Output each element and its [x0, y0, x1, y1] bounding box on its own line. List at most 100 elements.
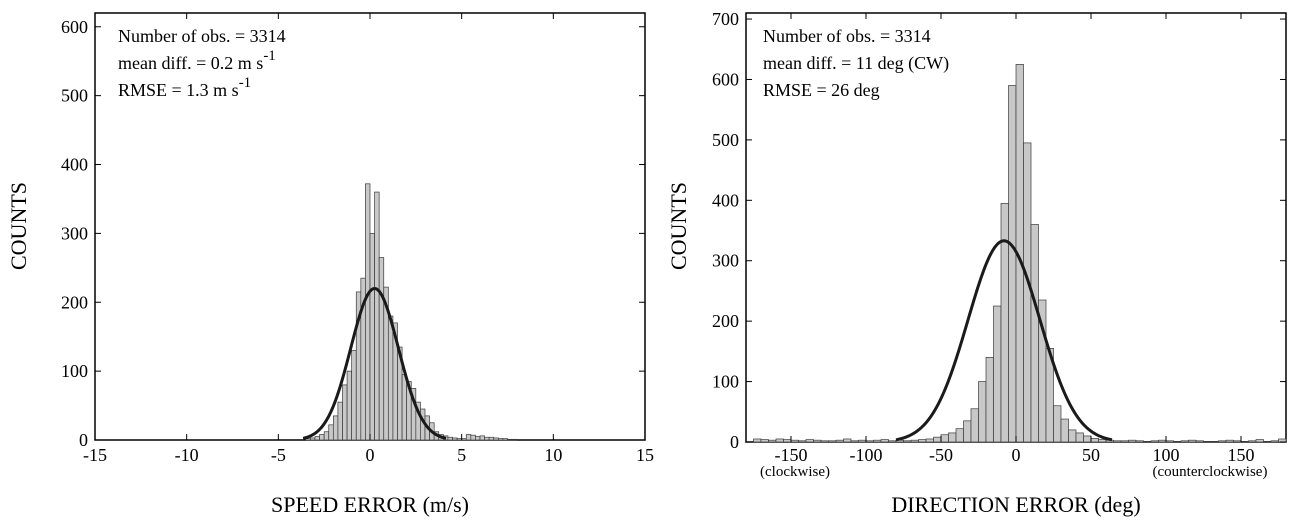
right-histogram-bar	[835, 439, 844, 443]
right-histogram-bar	[1098, 439, 1107, 443]
right-x-axis-label: DIRECTION ERROR (deg)	[891, 492, 1140, 517]
left-histogram-bar	[484, 436, 490, 441]
left-histogram-bar	[314, 436, 320, 441]
left-x-tick-label: 5	[457, 445, 466, 465]
right-histogram-bar	[1255, 439, 1264, 443]
left-histogram-bar	[310, 437, 316, 441]
right-histogram-bar	[910, 439, 919, 443]
right-histogram-bar	[948, 432, 957, 443]
right-histogram-bar	[963, 420, 972, 443]
right-y-tick-label: 700	[712, 9, 739, 29]
left-histogram-bar	[328, 424, 334, 441]
right-histogram-bar	[1113, 440, 1122, 443]
right-histogram-bar	[850, 440, 859, 443]
right-histogram-bar	[768, 439, 777, 443]
right-histogram-bar	[1233, 440, 1242, 443]
left-gaussian-curve	[302, 286, 447, 440]
right-histogram-bar	[1068, 429, 1077, 443]
left-gaussian-fit	[302, 286, 447, 440]
left-histogram-bar	[488, 436, 495, 441]
left-histogram-bar	[351, 350, 357, 441]
left-histogram-bars	[305, 183, 518, 441]
left-x-tick-label: -5	[271, 445, 286, 465]
right-histogram-bar	[753, 438, 762, 443]
right-histogram-bar	[790, 439, 799, 443]
right-histogram-bar	[820, 440, 829, 443]
right-y-tick-label: 200	[712, 311, 739, 331]
right-histogram-bar	[1023, 142, 1032, 443]
left-histogram-bar	[470, 434, 476, 441]
right-ticks: -150 -100 -50 0 50 100 150 0 100 200 300 400 500 600 7…	[712, 9, 1286, 465]
svg-text:mean diff. = 0.2 m s-1: mean diff. = 0.2 m s-1	[118, 48, 276, 73]
right-histogram-bar	[903, 440, 912, 443]
left-histogram-bar	[461, 438, 467, 441]
right-histogram-bar	[1248, 440, 1257, 443]
left-histogram-bar	[365, 183, 371, 441]
right-histogram-bar	[1240, 441, 1249, 443]
right-y-tick-label: 0	[730, 432, 739, 452]
right-y-axis-label: COUNTS	[666, 182, 691, 270]
left-histogram-bar	[452, 437, 458, 441]
right-histogram-bar	[985, 357, 994, 443]
svg-text:mean diff. = 11 deg (CW): mean diff. = 11 deg (CW)	[763, 53, 949, 74]
right-histogram-bar	[858, 439, 867, 443]
right-histogram-bar	[1150, 440, 1159, 443]
left-histogram-bar	[493, 437, 499, 441]
right-histogram-bar	[1143, 441, 1152, 443]
right-histogram-bar	[1090, 438, 1099, 443]
left-histogram-bar	[475, 436, 481, 441]
right-x-tick-label: -50	[929, 445, 953, 465]
clockwise-note: (clockwise)	[760, 464, 830, 480]
right-histogram-bar	[813, 439, 822, 443]
right-histogram-bar	[1270, 440, 1279, 443]
left-histogram-bar	[479, 435, 485, 441]
right-histogram-bar	[1165, 440, 1174, 443]
right-histogram-bar	[1188, 439, 1197, 443]
right-histogram-bar	[1075, 432, 1084, 443]
left-x-tick-label: 0	[366, 445, 375, 465]
right-x-tick-label: 50	[1082, 445, 1100, 465]
right-annot-line-2: mean diff. = 11 deg (CW)	[763, 53, 949, 74]
left-histogram-bar	[507, 438, 513, 441]
left-y-tick-label: 0	[79, 430, 88, 450]
right-histogram-bar	[805, 439, 814, 443]
right-y-tick-label: 400	[712, 190, 739, 210]
left-histogram-bar	[332, 415, 339, 441]
right-x-tick-label: -100	[850, 445, 883, 465]
right-annot-line-1: Number of obs. = 3314	[763, 26, 931, 46]
left-annot-line-3-sup: -1	[239, 75, 252, 91]
right-histogram-bar	[1053, 405, 1062, 443]
left-histogram-bar	[323, 431, 330, 441]
right-histogram-bar	[1008, 85, 1017, 443]
right-histogram-bar	[1060, 418, 1069, 443]
left-annot-line-2: mean diff. = 0.2 m s	[118, 53, 263, 73]
left-histogram-bar	[319, 434, 325, 441]
right-histogram-bar	[1225, 439, 1234, 443]
left-histogram-bar	[369, 233, 375, 441]
left-y-tick-label: 200	[61, 292, 88, 312]
right-x-tick-label: 100	[1153, 445, 1180, 465]
right-histogram-bar	[925, 438, 934, 443]
left-y-axis-label: COUNTS	[6, 182, 31, 270]
left-histogram-bar	[497, 438, 504, 441]
right-histogram-bar	[978, 381, 987, 443]
speed-error-panel: -15 -10 -5 0 5 10 15 0 100 200 300 400 500 600 Number…	[6, 12, 654, 517]
svg-text:RMSE = 26 deg: RMSE = 26 deg	[763, 80, 880, 100]
right-histogram-bar	[918, 439, 927, 443]
left-annot-line-2-sup: -1	[263, 48, 276, 64]
right-histogram-bar	[1210, 441, 1219, 443]
left-histogram-bar	[374, 191, 380, 441]
right-gaussian-fit	[895, 239, 1113, 442]
right-histogram-bar	[843, 438, 852, 443]
left-histogram-bar	[342, 384, 348, 441]
left-histogram-bar	[447, 436, 453, 441]
right-y-tick-label: 500	[712, 130, 739, 150]
right-annotation: Number of obs. = 3314 mean diff. = 11 de…	[763, 26, 949, 100]
left-x-tick-label: -15	[83, 445, 107, 465]
right-histogram-bar	[955, 428, 964, 443]
right-histogram-bar	[888, 440, 897, 443]
right-histogram-bar	[1000, 202, 1009, 443]
right-histogram-bar	[1158, 439, 1167, 443]
right-histogram-bar	[873, 439, 882, 443]
